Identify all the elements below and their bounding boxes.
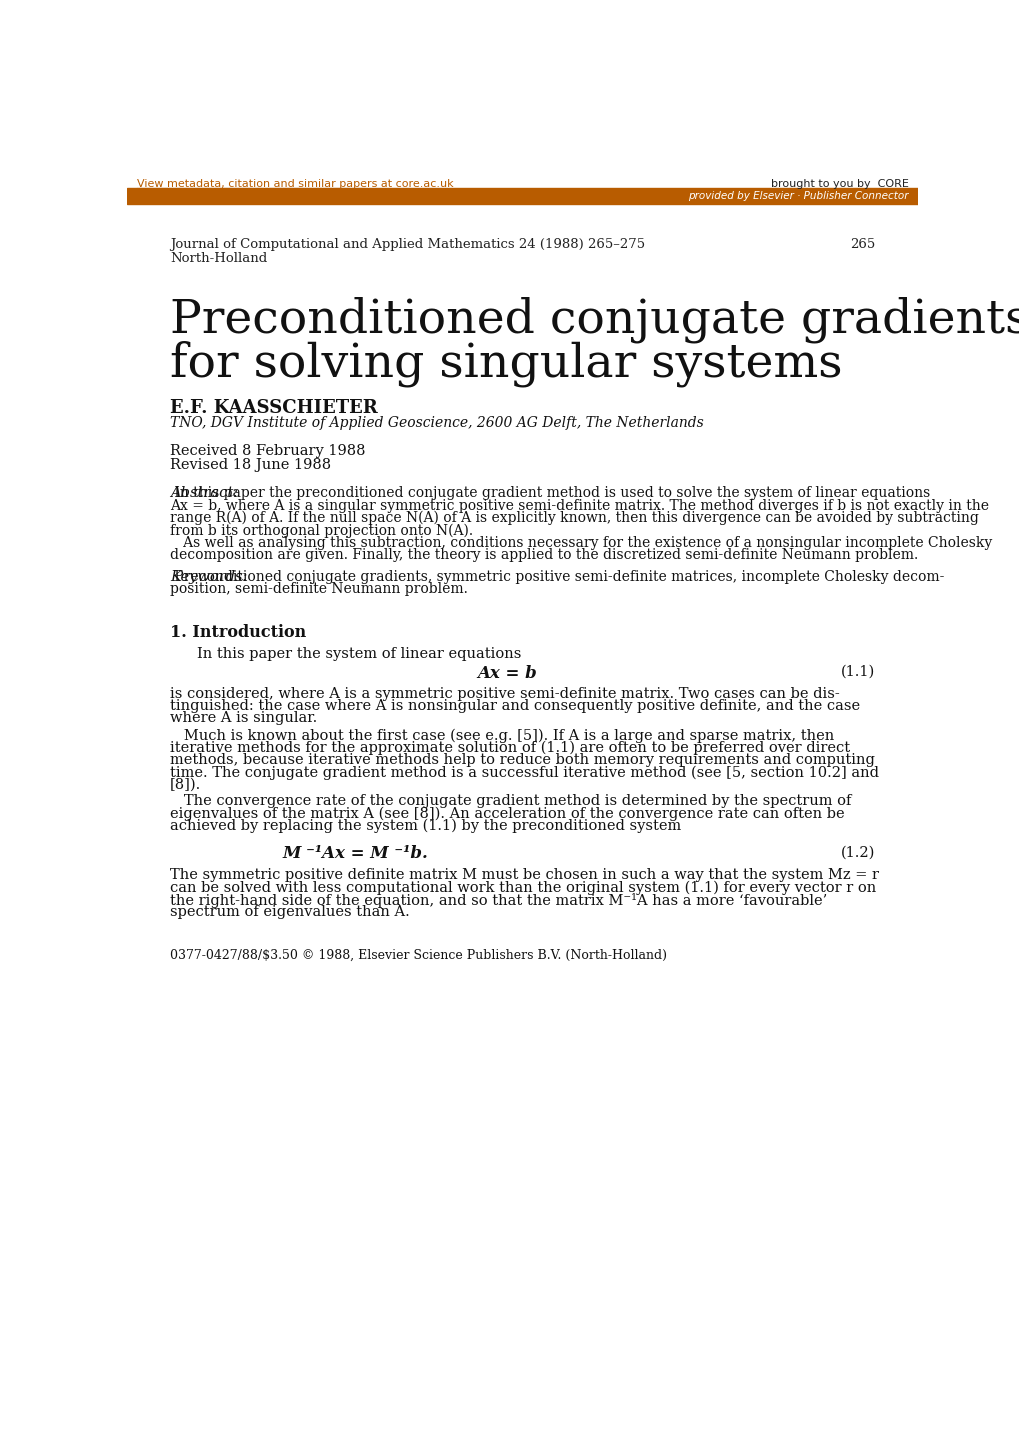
Text: achieved by replacing the system (1.1) by the preconditioned system: achieved by replacing the system (1.1) b… [170, 819, 681, 834]
Text: In this paper the system of linear equations: In this paper the system of linear equat… [197, 646, 521, 661]
Text: iterative methods for the approximate solution of (1.1) are often to be preferre: iterative methods for the approximate so… [170, 741, 850, 755]
Text: decomposition are given. Finally, the theory is applied to the discretized semi-: decomposition are given. Finally, the th… [170, 549, 917, 562]
Text: 1. Introduction: 1. Introduction [170, 624, 306, 640]
Text: As well as analysing this subtraction, conditions necessary for the existence of: As well as analysing this subtraction, c… [170, 535, 991, 550]
Text: North-Holland: North-Holland [170, 252, 267, 265]
Text: Preconditioned conjugate gradients, symmetric positive semi-definite matrices, i: Preconditioned conjugate gradients, symm… [170, 569, 944, 583]
Text: (1.1): (1.1) [841, 665, 874, 679]
Text: is considered, where A is a symmetric positive semi-definite matrix. Two cases c: is considered, where A is a symmetric po… [170, 687, 839, 701]
Text: [8]).: [8]). [170, 777, 201, 792]
Text: Journal of Computational and Applied Mathematics 24 (1988) 265–275: Journal of Computational and Applied Mat… [170, 237, 645, 250]
Text: Received 8 February 1988: Received 8 February 1988 [170, 444, 365, 458]
Text: time. The conjugate gradient method is a successful iterative method (see [5, se: time. The conjugate gradient method is a… [170, 765, 878, 780]
Text: provided by Elsevier · Publisher Connector: provided by Elsevier · Publisher Connect… [688, 191, 908, 201]
Text: brought to you by  CORE: brought to you by CORE [770, 179, 908, 189]
Text: Much is known about the first case (see e.g. [5]). If A is a large and sparse ma: Much is known about the first case (see … [170, 729, 834, 742]
Text: Ax = b: Ax = b [477, 665, 537, 682]
Text: methods, because iterative methods help to reduce both memory requirements and c: methods, because iterative methods help … [170, 752, 874, 767]
Text: In this paper the preconditioned conjugate gradient method is used to solve the : In this paper the preconditioned conjuga… [170, 486, 929, 501]
Text: for solving singular systems: for solving singular systems [170, 340, 842, 387]
Text: position, semi-definite Neumann problem.: position, semi-definite Neumann problem. [170, 582, 468, 597]
Text: E.F. KAASSCHIETER: E.F. KAASSCHIETER [170, 400, 377, 418]
Text: can be solved with less computational work than the original system (1.1) for ev: can be solved with less computational wo… [170, 880, 875, 895]
Text: The convergence rate of the conjugate gradient method is determined by the spect: The convergence rate of the conjugate gr… [170, 794, 851, 809]
Bar [127, 189, 917, 204]
Text: M ⁻¹Ax = M ⁻¹b.: M ⁻¹Ax = M ⁻¹b. [282, 845, 428, 863]
Text: Keywords:: Keywords: [170, 569, 248, 583]
Text: the right-hand side of the equation, and so that the matrix M⁻¹A has a more ‘fav: the right-hand side of the equation, and… [170, 893, 826, 908]
Text: where A is singular.: where A is singular. [170, 711, 317, 725]
Text: 265: 265 [849, 237, 874, 250]
Text: Revised 18 June 1988: Revised 18 June 1988 [170, 458, 331, 471]
Text: Ax = b, where A is a singular symmetric positive semi-definite matrix. The metho: Ax = b, where A is a singular symmetric … [170, 499, 988, 512]
Text: Abstract:: Abstract: [170, 486, 238, 501]
Text: range R(A) of A. If the null space N(A) of A is explicitly known, then this dive: range R(A) of A. If the null space N(A) … [170, 511, 978, 525]
Text: from b its orthogonal projection onto N(A).: from b its orthogonal projection onto N(… [170, 524, 473, 538]
Text: The symmetric positive definite matrix M must be chosen in such a way that the s: The symmetric positive definite matrix M… [170, 869, 878, 882]
Text: View metadata, citation and similar papers at core.ac.uk: View metadata, citation and similar pape… [137, 179, 453, 189]
Text: 0377-0427/88/$3.50 © 1988, Elsevier Science Publishers B.V. (North-Holland): 0377-0427/88/$3.50 © 1988, Elsevier Scie… [170, 949, 666, 962]
Text: Preconditioned conjugate gradients: Preconditioned conjugate gradients [170, 297, 1019, 343]
Text: spectrum of eigenvalues than A.: spectrum of eigenvalues than A. [170, 905, 410, 920]
Text: tinguished: the case where A is nonsingular and consequently positive definite, : tinguished: the case where A is nonsingu… [170, 698, 859, 713]
Text: eigenvalues of the matrix A (see [8]). An acceleration of the convergence rate c: eigenvalues of the matrix A (see [8]). A… [170, 806, 844, 821]
Text: TNO, DGV Institute of Applied Geoscience, 2600 AG Delft, The Netherlands: TNO, DGV Institute of Applied Geoscience… [170, 416, 703, 431]
Text: (1.2): (1.2) [841, 845, 874, 860]
